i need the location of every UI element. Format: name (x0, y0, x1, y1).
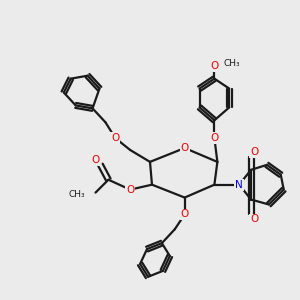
Text: O: O (250, 214, 258, 224)
Text: O: O (181, 143, 189, 153)
Text: O: O (210, 61, 218, 71)
Text: CH₃: CH₃ (224, 59, 241, 68)
Text: O: O (250, 147, 258, 157)
Text: O: O (92, 155, 100, 165)
Text: CH₃: CH₃ (69, 190, 85, 199)
Text: O: O (126, 184, 134, 195)
Text: O: O (210, 133, 218, 143)
Text: O: O (181, 209, 189, 219)
Text: N: N (235, 180, 243, 190)
Text: O: O (111, 133, 119, 143)
